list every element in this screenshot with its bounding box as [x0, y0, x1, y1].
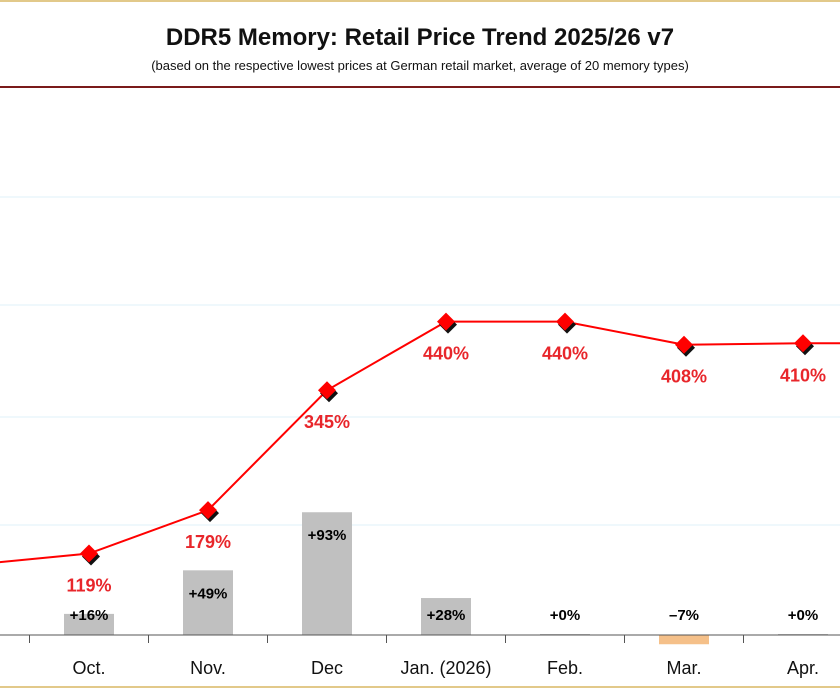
line-label: 410%: [780, 365, 826, 385]
x-axis-ticks: [29, 635, 744, 643]
line-label: 440%: [423, 344, 469, 364]
bar: [302, 512, 352, 635]
bar: [421, 598, 471, 635]
chart-plot: +16% +49% +93% +28% +0% –7% +0% Oct. Nov. Dec Jan…: [0, 196, 840, 678]
line-label: 345%: [304, 412, 350, 432]
line-marker: [794, 334, 814, 356]
bar: [183, 570, 233, 635]
bar-label: +49%: [189, 585, 228, 602]
line-marker: [556, 312, 576, 334]
x-tick-label: Nov.: [190, 658, 226, 678]
x-tick-label: Feb.: [547, 658, 583, 678]
line-markers: [80, 312, 814, 566]
line-series: [0, 320, 840, 564]
bar-label: +0%: [550, 607, 580, 624]
line-label: 440%: [542, 344, 588, 364]
bottom-border: [0, 686, 840, 688]
line-labels: 119% 179% 345% 440% 440% 408% 410%: [66, 344, 826, 596]
line-label: 119%: [66, 576, 111, 596]
x-tick-label: Mar.: [666, 658, 701, 678]
chart-header: DDR5 Memory: Retail Price Trend 2025/26 …: [0, 0, 840, 88]
x-tick-label: Jan. (2026): [400, 658, 491, 678]
line-marker: [437, 312, 457, 334]
x-axis-labels: Oct. Nov. Dec Jan. (2026) Feb. Mar. Apr.: [72, 658, 819, 678]
bar-labels: +16% +49% +93% +28% +0% –7% +0%: [70, 527, 819, 624]
bar-label: +93%: [308, 527, 347, 544]
line-marker: [318, 381, 338, 403]
line-label: 179%: [185, 532, 231, 552]
x-tick-label: Apr.: [787, 658, 819, 678]
x-tick-label: Oct.: [72, 658, 105, 678]
chart-title: DDR5 Memory: Retail Price Trend 2025/26 …: [165, 24, 675, 51]
bar-label: +16%: [70, 607, 109, 624]
bar-label: +0%: [788, 607, 818, 624]
bar-series: [64, 512, 828, 645]
bar-label: +28%: [427, 607, 466, 624]
chart-subtitle: (based on the respective lowest prices a…: [151, 58, 689, 73]
line-label: 408%: [661, 367, 707, 387]
x-tick-label: Dec: [311, 658, 343, 678]
line-marker: [80, 544, 100, 566]
bar: [659, 635, 709, 645]
line-marker: [675, 335, 695, 357]
bar: [64, 613, 114, 635]
bar-label: –7%: [669, 607, 699, 624]
line-path: [0, 320, 840, 564]
grid-lines: [0, 196, 840, 526]
line-marker: [199, 501, 219, 523]
